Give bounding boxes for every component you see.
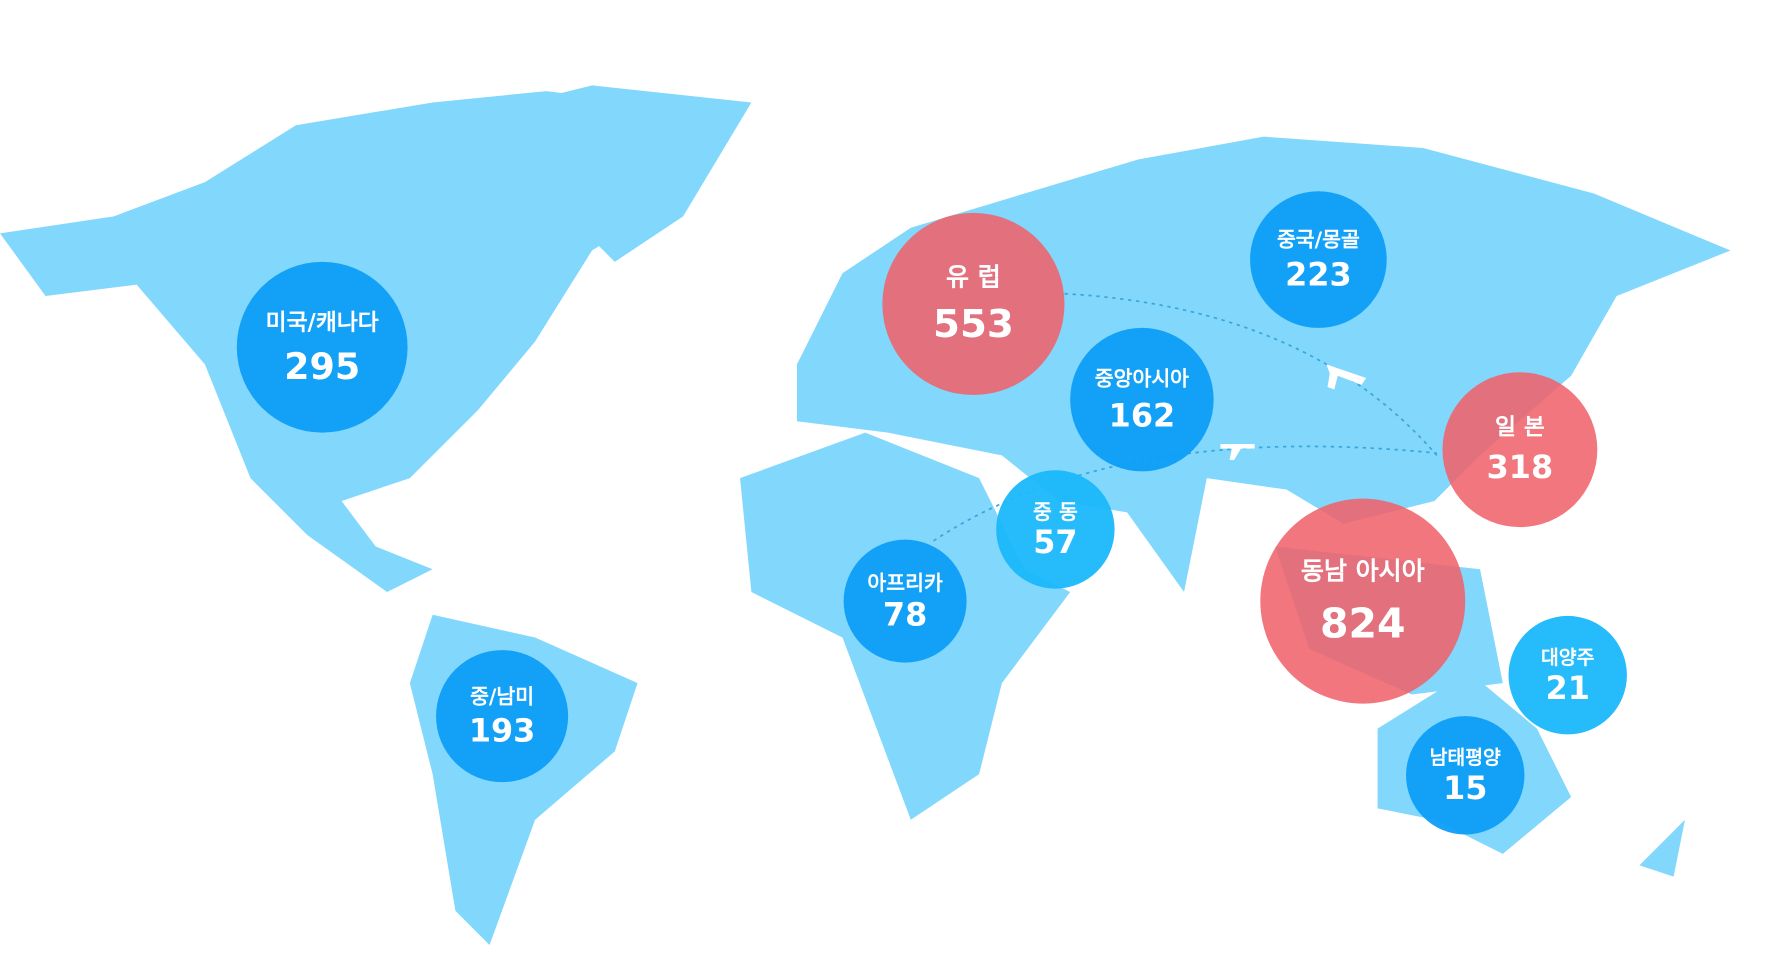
region-value: 57	[1033, 523, 1077, 561]
region-name: 중앙아시아	[1095, 367, 1189, 391]
region-name: 중국/몽골	[1277, 227, 1360, 251]
region-bubble	[1508, 615, 1627, 735]
region-value: 78	[883, 595, 927, 633]
region-value: 162	[1109, 397, 1176, 435]
region-value: 553	[933, 302, 1014, 347]
new-zealand	[1639, 819, 1685, 877]
region-value: 824	[1320, 600, 1406, 648]
region-name: 동남 아시아	[1301, 556, 1425, 585]
region-value: 318	[1487, 448, 1554, 486]
region-bubble	[882, 212, 1065, 396]
region-name: 남태평양	[1430, 746, 1501, 769]
region-name: 아프리카	[867, 571, 943, 595]
region-bubble	[1406, 716, 1525, 835]
region-name: 미국/캐나다	[266, 310, 379, 336]
region-bubble	[236, 261, 408, 433]
region-name: 대양주	[1541, 646, 1595, 669]
region-bubble	[1260, 498, 1466, 704]
region-name: 유 럽	[946, 262, 1001, 291]
region-value: 193	[469, 712, 536, 750]
region-name: 중 동	[1033, 500, 1078, 524]
plane-icon	[1326, 364, 1367, 390]
region-value: 295	[284, 345, 360, 388]
region-bubble	[996, 470, 1115, 589]
region-bubble	[843, 539, 967, 663]
region-bubble	[1070, 327, 1214, 472]
region-bubble	[436, 650, 569, 783]
map-layer: 미국/캐나다 295 유 럽 553 중국/몽골 223 중앙아시아 162 일 본 318 중 동…	[0, 85, 1731, 945]
flight-route	[1064, 292, 1438, 456]
greenland	[478, 85, 752, 262]
plane-icon	[1220, 444, 1255, 460]
region-bubbles: 미국/캐나다 295 유 럽 553 중국/몽골 223 중앙아시아 162 일 본 318 중 동…	[236, 191, 1627, 835]
region-value: 21	[1546, 669, 1590, 707]
region-bubble	[1250, 191, 1387, 328]
plane-icons	[1220, 364, 1367, 460]
region-name: 일 본	[1495, 415, 1545, 441]
region-name: 중/남미	[470, 685, 534, 709]
region-value: 223	[1285, 256, 1352, 294]
region-bubble	[1442, 372, 1598, 528]
region-value: 15	[1443, 769, 1487, 807]
